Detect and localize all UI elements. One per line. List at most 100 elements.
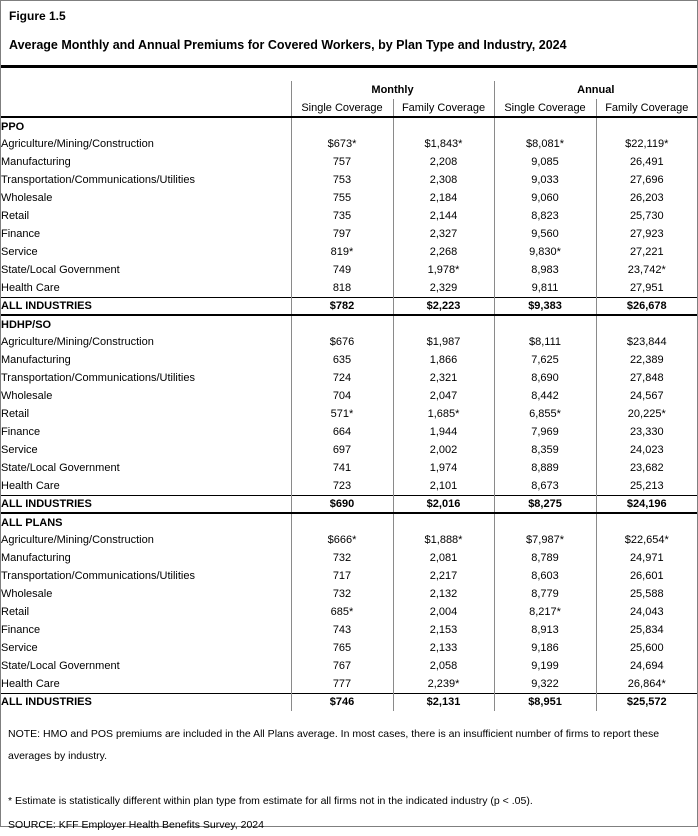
all-plans-row-wholesale-value-2: 8,779 xyxy=(493,585,597,603)
ppo-row-agriculture-mining-construction-value-2: $8,081* xyxy=(493,135,597,153)
ppo-row-state-local-government-value-1: 1,978* xyxy=(392,261,495,279)
ppo-row-service-label: Service xyxy=(1,246,38,258)
ppo-row-finance-value-2: 9,560 xyxy=(493,225,597,243)
hdhp-so-row-agriculture-mining-construction-value-3: $23,844 xyxy=(595,333,698,351)
all-plans-row-state-local-government-value-1: 2,058 xyxy=(392,657,495,675)
corner-cell-2 xyxy=(1,99,291,118)
all-plans-row-transportation-communications-utilities-label: Transportation/Communications/Utilities xyxy=(1,570,195,582)
all-plans-row-service-value-1: 2,133 xyxy=(392,639,495,657)
ppo-all-industries-row: ALL INDUSTRIES $782 $2,223 $9,383 $26,678 xyxy=(1,296,698,315)
ppo-row-service: Service 819* 2,268 9,830* 27,221 xyxy=(1,243,698,261)
ppo-row-state-local-government-value-2: 8,983 xyxy=(493,261,597,279)
section-header-hdhp-so-label: HDHP/SO xyxy=(1,314,291,333)
hdhp-so-row-manufacturing-label: Manufacturing xyxy=(1,354,71,366)
column-group-annual: Annual xyxy=(493,81,698,99)
ppo-row-wholesale-value-0: 755 xyxy=(290,189,393,207)
all-plans-row-transportation-communications-utilities-value-1: 2,217 xyxy=(392,567,495,585)
all-plans-row-state-local-government: State/Local Government 767 2,058 9,199 24,69… xyxy=(1,657,698,675)
all-plans-row-finance: Finance 743 2,153 8,913 25,834 xyxy=(1,621,698,639)
hdhp-so-row-service: Service 697 2,002 8,359 24,023 xyxy=(1,441,698,459)
all-plans-row-wholesale-value-1: 2,132 xyxy=(392,585,495,603)
hdhp-so-row-finance-value-2: 7,969 xyxy=(493,423,597,441)
hdhp-so-row-retail: Retail 571* 1,685* 6,855* 20,225* xyxy=(1,405,698,423)
hdhp-so-row-wholesale-value-1: 2,047 xyxy=(392,387,495,405)
hdhp-so-row-manufacturing: Manufacturing 635 1,866 7,625 22,389 xyxy=(1,351,698,369)
hdhp-so-row-service-value-0: 697 xyxy=(290,441,393,459)
hdhp-so-row-health-care-value-0: 723 xyxy=(290,477,393,495)
all-plans-row-health-care-value-2: 9,322 xyxy=(493,675,597,693)
hdhp-so-all-industries-row-value-0: $690 xyxy=(290,494,393,513)
section-header-ppo-value-0 xyxy=(290,116,393,135)
all-plans-row-service-value-3: 25,600 xyxy=(595,639,698,657)
hdhp-so-all-industries-row-value-3: $24,196 xyxy=(595,494,698,513)
hdhp-so-row-retail-value-0: 571* xyxy=(290,405,393,423)
all-plans-row-manufacturing-value-1: 2,081 xyxy=(392,549,495,567)
all-plans-row-finance-value-0: 743 xyxy=(290,621,393,639)
ppo-all-industries-row-value-2: $9,383 xyxy=(493,296,597,315)
ppo-row-retail-value-3: 25,730 xyxy=(595,207,698,225)
section-header-ppo-value-2 xyxy=(493,116,597,135)
ppo-row-finance-label: Finance xyxy=(1,228,41,240)
all-plans-row-retail-value-0: 685* xyxy=(290,603,393,621)
all-plans-all-industries-row-value-2: $8,951 xyxy=(493,692,597,711)
ppo-row-health-care-value-1: 2,329 xyxy=(392,279,495,297)
ppo-row-agriculture-mining-construction-value-1: $1,843* xyxy=(392,135,495,153)
all-plans-row-manufacturing-value-3: 24,971 xyxy=(595,549,698,567)
section-header-hdhp-so-value-1 xyxy=(392,314,495,333)
ppo-row-retail: Retail 735 2,144 8,823 25,730 xyxy=(1,207,698,225)
page-title: Average Monthly and Annual Premiums for … xyxy=(9,38,567,52)
hdhp-so-row-agriculture-mining-construction: Agriculture/Mining/Construction $676 $1,98… xyxy=(1,333,698,351)
all-plans-row-finance-value-3: 25,834 xyxy=(595,621,698,639)
hdhp-so-row-manufacturing-value-2: 7,625 xyxy=(493,351,597,369)
ppo-all-industries-row-value-3: $26,678 xyxy=(595,296,698,315)
hdhp-so-row-wholesale-value-3: 24,567 xyxy=(595,387,698,405)
hdhp-so-all-industries-row-label: ALL INDUSTRIES xyxy=(1,494,291,513)
figure-label: Figure 1.5 xyxy=(9,9,66,23)
column-header-annual-family: Family Coverage xyxy=(595,99,698,118)
all-plans-row-transportation-communications-utilities: Transportation/Communications/Utilities 7… xyxy=(1,567,698,585)
hdhp-so-row-agriculture-mining-construction-value-1: $1,987 xyxy=(392,333,495,351)
all-plans-row-health-care-value-0: 777 xyxy=(290,675,393,693)
all-plans-row-health-care-label: Health Care xyxy=(1,677,60,690)
hdhp-so-row-finance: Finance 664 1,944 7,969 23,330 xyxy=(1,423,698,441)
ppo-row-health-care-label: Health Care xyxy=(1,281,60,294)
hdhp-so-row-transportation-communications-utilities-value-3: 27,848 xyxy=(595,369,698,387)
premiums-table: Monthly Annual Single Coverage Family Co… xyxy=(1,81,698,711)
all-plans-row-agriculture-mining-construction-value-2: $7,987* xyxy=(493,531,597,549)
column-group-monthly: Monthly xyxy=(290,81,495,99)
hdhp-so-row-retail-value-2: 6,855* xyxy=(493,405,597,423)
ppo-row-health-care: Health Care 818 2,329 9,811 27,951 xyxy=(1,279,698,297)
all-plans-row-state-local-government-value-3: 24,694 xyxy=(595,657,698,675)
all-plans-row-transportation-communications-utilities-value-2: 8,603 xyxy=(493,567,597,585)
all-plans-row-service: Service 765 2,133 9,186 25,600 xyxy=(1,639,698,657)
section-header-all-plans-value-0 xyxy=(290,512,393,531)
all-plans-all-industries-row-label: ALL INDUSTRIES xyxy=(1,692,291,711)
ppo-row-service-value-0: 819* xyxy=(290,243,393,261)
all-plans-row-agriculture-mining-construction-value-3: $22,654* xyxy=(595,531,698,549)
hdhp-so-all-industries-row: ALL INDUSTRIES $690 $2,016 $8,275 $24,196 xyxy=(1,494,698,513)
hdhp-so-row-service-value-1: 2,002 xyxy=(392,441,495,459)
ppo-row-manufacturing-label: Manufacturing xyxy=(1,156,71,168)
title-block: Figure 1.5 Average Monthly and Annual Pr… xyxy=(1,1,697,53)
ppo-row-wholesale: Wholesale 755 2,184 9,060 26,203 xyxy=(1,189,698,207)
ppo-row-manufacturing-value-1: 2,208 xyxy=(392,153,495,171)
hdhp-so-row-retail-value-1: 1,685* xyxy=(392,405,495,423)
hdhp-so-row-agriculture-mining-construction-value-0: $676 xyxy=(290,333,393,351)
ppo-row-agriculture-mining-construction: Agriculture/Mining/Construction $673* $1,8… xyxy=(1,135,698,153)
hdhp-so-row-service-value-3: 24,023 xyxy=(595,441,698,459)
table-header: Monthly Annual Single Coverage Family Co… xyxy=(1,81,698,118)
ppo-row-state-local-government-value-3: 23,742* xyxy=(595,261,698,279)
section-header-ppo-label: PPO xyxy=(1,116,291,135)
all-plans-row-wholesale-value-3: 25,588 xyxy=(595,585,698,603)
table-body: PPO Agriculture/Mining/Construction $673* $… xyxy=(1,116,698,711)
ppo-row-state-local-government: State/Local Government 749 1,978* 8,983 23,7… xyxy=(1,261,698,279)
all-plans-row-agriculture-mining-construction-value-0: $666* xyxy=(290,531,393,549)
all-plans-row-transportation-communications-utilities-value-0: 717 xyxy=(290,567,393,585)
hdhp-so-row-agriculture-mining-construction-value-2: $8,111 xyxy=(493,333,597,351)
all-plans-row-service-value-0: 765 xyxy=(290,639,393,657)
all-plans-row-retail-label: Retail xyxy=(1,606,30,618)
section-header-hdhp-so-value-3 xyxy=(595,314,698,333)
all-plans-row-transportation-communications-utilities-value-3: 26,601 xyxy=(595,567,698,585)
note-text: NOTE: HMO and POS premiums are included … xyxy=(8,728,660,762)
section-header-hdhp-so-value-2 xyxy=(493,314,597,333)
